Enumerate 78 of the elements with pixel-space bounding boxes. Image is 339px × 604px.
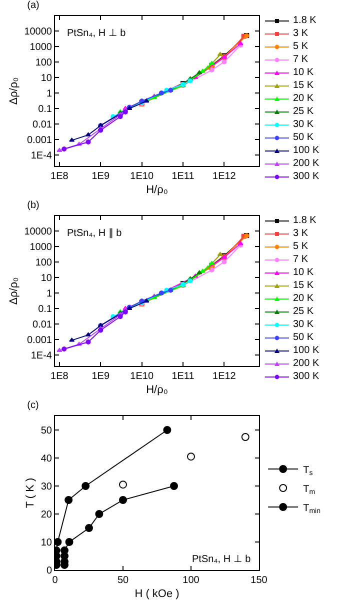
x-tick-label: 1E9: [92, 171, 110, 182]
x-tick-label: 1E12: [212, 171, 236, 182]
y-tick-label: 0.001: [26, 335, 52, 346]
legend-label: 5 K: [293, 40, 308, 53]
legend-label: 7 K: [293, 253, 308, 266]
x-tick-label: 150: [250, 575, 268, 586]
chart-title: (c): [27, 400, 39, 412]
legend-label: 3 K: [293, 227, 308, 240]
x-tick-label: 1E11: [172, 171, 195, 182]
y-tick-label: 10000: [24, 26, 52, 38]
legend-label: 20 K: [293, 292, 314, 305]
legend-label: 10 K: [293, 66, 314, 79]
y-tick-label: 1000: [30, 42, 52, 53]
x-tick-label: 1E10: [130, 371, 154, 382]
x-tick-label: 1E8: [50, 371, 69, 382]
y-axis-title: Δρ/ρ₀: [8, 77, 20, 105]
legend-label: 1.8 K: [293, 14, 316, 27]
legend-label: 30 K: [293, 118, 314, 131]
legend-label: 200 K: [293, 357, 320, 370]
legend-label: 300 K: [293, 370, 320, 383]
legend-label: 25 K: [293, 105, 314, 118]
legend-label: T$_{s}$: [303, 464, 314, 477]
annotation: PtSn₄, H ∥ b: [67, 228, 122, 239]
y-tick-label: 30: [40, 482, 52, 492]
legend-label: 100 K: [293, 144, 320, 157]
y-tick-label: 10: [40, 72, 52, 84]
x-tick-label: 1E9: [92, 371, 110, 382]
chart-title: (b): [27, 200, 40, 211]
y-tick-label: 100: [35, 57, 52, 68]
legend-label: 200 K: [293, 157, 320, 170]
legend-label: 15 K: [293, 279, 314, 292]
y-tick-label: 1E-4: [30, 350, 52, 362]
legend-label: 7 K: [293, 53, 308, 66]
x-axis-title: H/ρ₀: [146, 184, 168, 196]
chart-title: (a): [27, 0, 40, 11]
x-tick-label: 1E8: [50, 171, 69, 182]
y-tick-label: 0.001: [26, 135, 52, 146]
legend-label: 30 K: [293, 318, 314, 331]
y-tick-label: 10: [40, 272, 52, 284]
x-tick-label: 100: [182, 575, 200, 586]
y-tick-label: 0.1: [38, 304, 52, 316]
y-tick-label: 1: [46, 288, 52, 300]
legend-label: 25 K: [293, 305, 314, 318]
legend-label: 50 K: [293, 331, 314, 344]
x-tick-label: 50: [117, 575, 129, 586]
y-tick-label: 1: [46, 88, 52, 100]
legend-label: 100 K: [293, 344, 320, 357]
legend-label: 3 K: [293, 27, 308, 40]
y-tick-label: 20: [40, 510, 52, 520]
legend-label: T$_{min}$: [303, 502, 321, 515]
y-tick-label: 0.1: [38, 104, 52, 116]
legend-label: 10 K: [293, 266, 314, 279]
x-tick-label: 1E11: [172, 371, 195, 382]
legend-label: 1.8 K: [293, 214, 316, 227]
legend-label: 5 K: [293, 240, 308, 253]
x-tick-label: 1E10: [130, 171, 154, 182]
y-axis-title: T ( K ): [24, 478, 37, 508]
y-tick-label: 1000: [30, 242, 52, 253]
y-tick-label: 50: [40, 426, 52, 436]
x-axis-title: H/ρ₀: [146, 384, 168, 396]
y-tick-label: 10: [40, 538, 52, 548]
y-tick-label: 40: [40, 454, 52, 464]
legend-label: 50 K: [293, 131, 314, 144]
legend-label: T$_{m}$: [303, 484, 316, 496]
y-tick-label: 10000: [24, 226, 52, 238]
y-tick-label: 0: [46, 566, 52, 576]
x-tick-label: 1E12: [212, 371, 236, 382]
annotation: PtSn₄, H ⊥ b: [67, 28, 126, 39]
y-tick-label: 0.01: [32, 320, 52, 331]
y-tick-label: 100: [35, 257, 52, 268]
y-axis-title: Δρ/ρ₀: [8, 277, 20, 305]
x-axis-title: H ( kOe ): [134, 588, 180, 600]
legend-label: 20 K: [293, 92, 314, 105]
y-tick-label: 1E-4: [30, 150, 52, 162]
legend-label: 300 K: [293, 170, 320, 183]
annotation: PtSn₄, H ⊥ b: [192, 554, 252, 565]
legend-label: 15 K: [293, 79, 314, 92]
y-tick-label: 0.01: [32, 120, 52, 131]
